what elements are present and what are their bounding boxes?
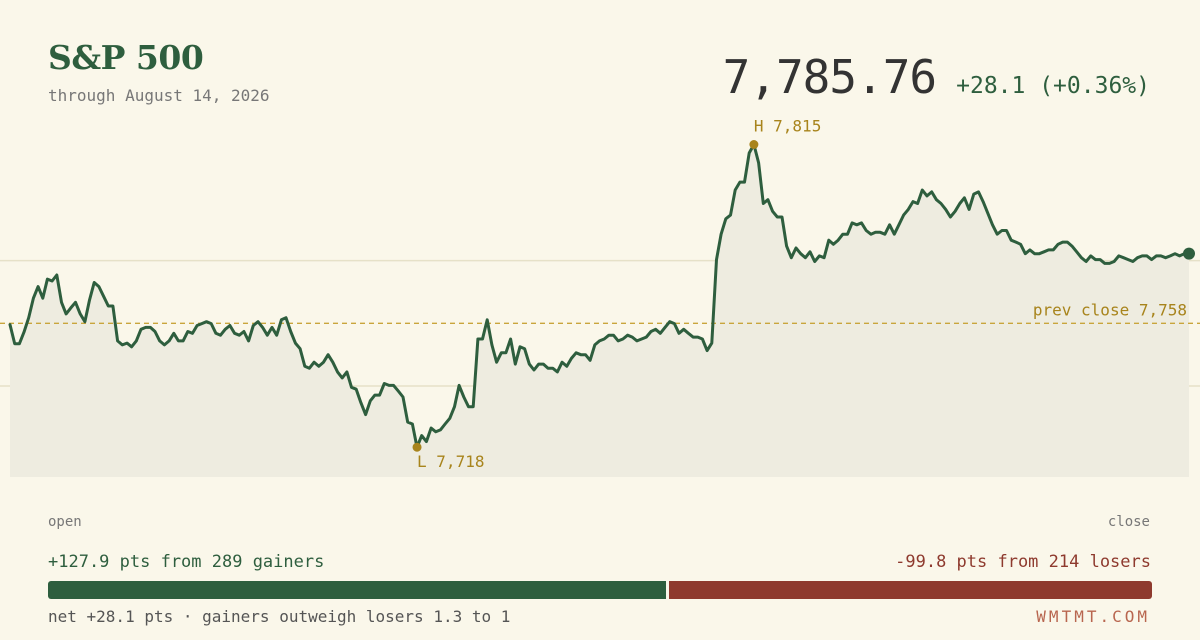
open-label: open — [48, 514, 82, 530]
prev-close-label: prev close 7,758 — [1033, 300, 1187, 319]
last-price: 7,785.76 — [722, 50, 938, 104]
gainers-summary: +127.9 pts from 289 gainers — [48, 552, 325, 572]
high-label: H 7,815 — [754, 117, 821, 136]
losers-bar — [669, 581, 1152, 599]
price-block: 7,785.76 +28.1 (+0.36%) — [723, 50, 1150, 104]
net-summary: net +28.1 pts · gainers outweigh losers … — [48, 607, 511, 626]
low-label: L 7,718 — [417, 452, 484, 471]
intraday-chart: prev close 7,758 H 7,815 L 7,718 — [0, 117, 1200, 477]
as-of-date: through August 14, 2026 — [48, 86, 270, 105]
page-title: S&P 500 — [48, 38, 204, 77]
price-change: +28.1 (+0.36%) — [956, 73, 1150, 99]
price-area-fill — [10, 144, 1189, 477]
high-marker — [749, 140, 759, 150]
gainers-bar — [48, 581, 667, 599]
close-label: close — [1107, 514, 1150, 530]
price-line — [8, 143, 1191, 449]
last-price-marker — [1183, 247, 1195, 260]
losers-summary: -99.8 pts from 214 losers — [895, 552, 1151, 572]
low-marker — [412, 442, 422, 452]
breadth-bar — [48, 581, 1152, 599]
brand-mark: WMTMT.COM — [1036, 607, 1150, 626]
